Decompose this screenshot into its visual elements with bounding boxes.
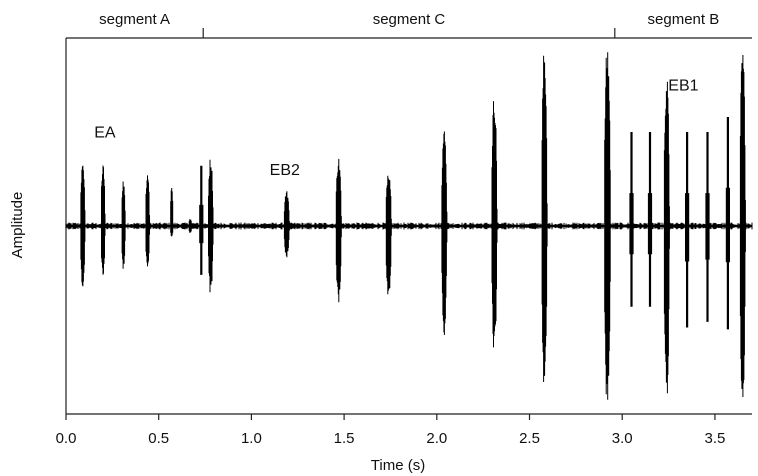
burst-20 xyxy=(705,132,710,322)
annotation-eb2: EB2 xyxy=(270,162,300,179)
burst-13 xyxy=(491,101,498,348)
burst-8 xyxy=(208,159,214,293)
burst-18 xyxy=(663,81,670,394)
burst-22 xyxy=(739,55,746,397)
burst-1 xyxy=(80,165,86,287)
x-axis-label: Time (s) xyxy=(371,457,425,474)
burst-12 xyxy=(441,131,448,335)
segment-label-2: segment C xyxy=(373,11,446,28)
x-tick-label-1: 0.5 xyxy=(148,430,169,447)
burst-11 xyxy=(385,175,392,295)
burst-16 xyxy=(629,132,634,307)
x-tick-label-2: 1.0 xyxy=(241,430,262,447)
burst-21 xyxy=(725,117,730,330)
burst-10 xyxy=(335,158,342,303)
x-tick-label-6: 3.0 xyxy=(612,430,633,447)
annotation-ea: EA xyxy=(94,125,116,142)
segment-label-3: segment B xyxy=(648,11,720,28)
burst-6 xyxy=(188,219,192,233)
x-tick-label-3: 1.5 xyxy=(334,430,355,447)
burst-5 xyxy=(170,188,174,237)
burst-2 xyxy=(101,165,106,275)
burst-3 xyxy=(121,181,126,269)
burst-15 xyxy=(604,52,611,400)
waveform-bursts xyxy=(80,52,746,400)
burst-19 xyxy=(685,132,690,328)
burst-annotations: EA EB2 EB1 xyxy=(94,78,698,180)
segment-label-1: segment A xyxy=(99,11,170,28)
y-axis-label: Amplitude xyxy=(9,192,26,259)
x-tick-label-4: 2.0 xyxy=(426,430,447,447)
burst-7 xyxy=(199,165,204,275)
segment-dividers: segment A segment C segment B xyxy=(99,11,719,38)
burst-9 xyxy=(283,191,290,258)
x-tick-label-0: 0.0 xyxy=(56,430,77,447)
baseline-noise xyxy=(65,222,753,230)
burst-14 xyxy=(541,55,548,382)
x-tick-label-7: 3.5 xyxy=(704,430,725,447)
burst-4 xyxy=(145,175,150,267)
annotation-eb1: EB1 xyxy=(668,78,698,95)
burst-17 xyxy=(647,132,653,307)
x-tick-label-5: 2.5 xyxy=(519,430,540,447)
x-axis-ticks: 0.0 0.5 1.0 1.5 2.0 2.5 3.0 3.5 xyxy=(56,414,725,447)
